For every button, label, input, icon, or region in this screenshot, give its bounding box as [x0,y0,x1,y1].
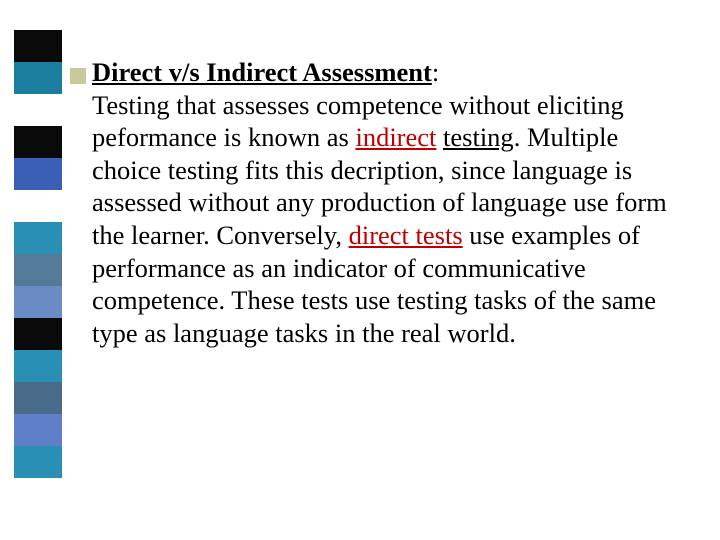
stripe [14,318,62,350]
stripe [14,158,62,190]
stripe [14,446,62,478]
slide-title: Direct v/s Indirect Assessment [92,57,432,87]
keyword-indirect: indirect [355,122,436,152]
stripe [14,190,62,222]
stripe [14,94,62,126]
stripe [14,286,62,318]
stripe [14,414,62,446]
stripe [14,30,62,62]
keyword-direct-tests: direct tests [349,220,463,250]
title-colon: : [432,57,439,87]
slide-text-block: Direct v/s Indirect Assessment: Testing … [92,56,682,349]
stripe [14,350,62,382]
decorative-stripe-column [14,30,62,478]
stripe [14,126,62,158]
stripe [14,62,62,94]
stripe [14,254,62,286]
stripe [14,222,62,254]
bullet-square [70,68,86,84]
stripe [14,382,62,414]
keyword-testing: testing [443,122,514,152]
